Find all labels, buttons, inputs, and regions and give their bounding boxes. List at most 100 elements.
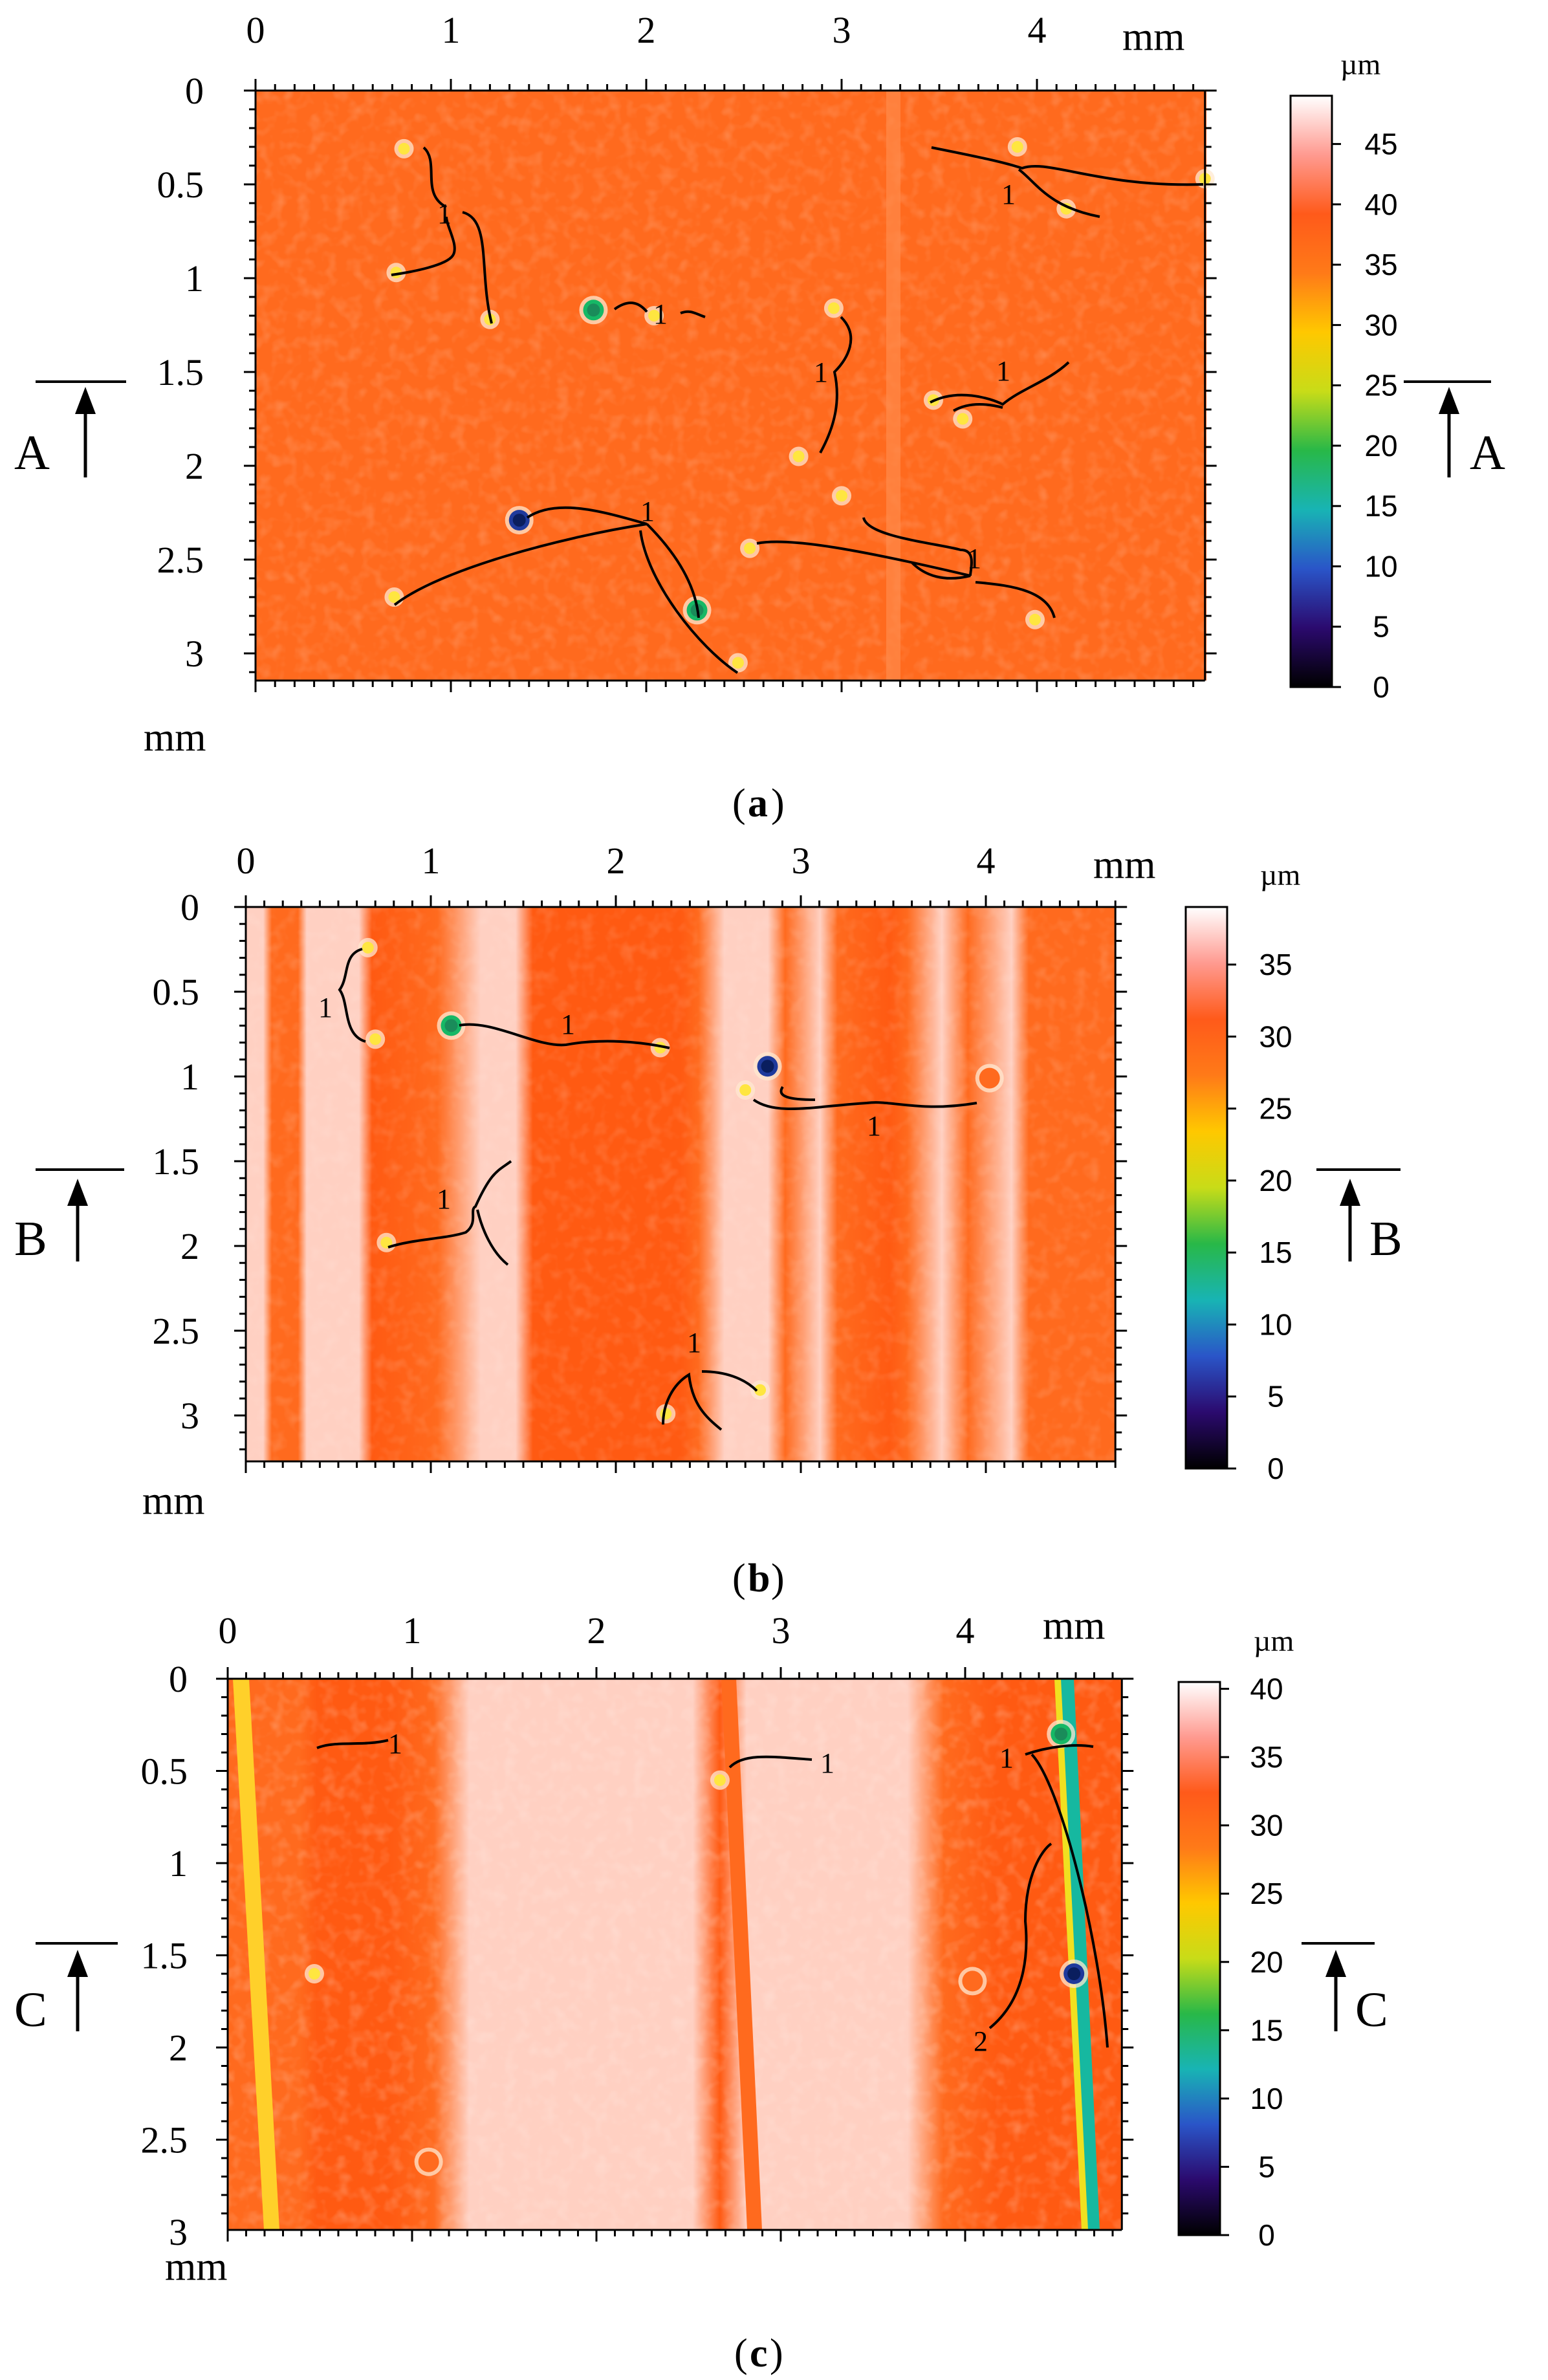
- colorbar-a: [1289, 94, 1333, 688]
- scratch-edge-c: [1054, 1679, 1088, 2230]
- y-tick-label-b: 0.5: [153, 971, 200, 1013]
- section-marker-left-b: B: [14, 1168, 124, 1266]
- section-marker-right-c: C: [1302, 1942, 1388, 2037]
- x-tick-label-a: 0: [246, 9, 265, 51]
- defect-core: [512, 514, 526, 527]
- grain-c: [228, 1679, 1122, 2230]
- colorbar-tick-label-b: 5: [1267, 1380, 1284, 1414]
- section-label-left-c: C: [14, 1983, 47, 2037]
- x-tick-label-b: 4: [977, 840, 996, 882]
- defect-pit: [362, 941, 374, 954]
- y-tick-label-b: 1: [180, 1056, 199, 1098]
- colorbar-tick-label-b: 25: [1259, 1092, 1292, 1126]
- colorbar-tick-label-c: 35: [1250, 1740, 1283, 1774]
- defect-pit: [979, 1067, 1000, 1089]
- defects-c: [304, 1719, 1089, 2176]
- x-tick-label-a: 1: [442, 9, 461, 51]
- x-tick-label-c: 4: [956, 1610, 975, 1652]
- colorbar-tick-label-b: 20: [1259, 1164, 1292, 1197]
- colorbar-tick-label-a: 35: [1364, 248, 1397, 281]
- label-b-4: 1: [437, 1183, 451, 1215]
- x-tick-label-c: 2: [587, 1610, 606, 1652]
- colorbar-tick-label-c: 25: [1250, 1877, 1283, 1910]
- colorbar-tick-label-c: 30: [1250, 1809, 1283, 1842]
- caption-b: ( b ): [732, 1556, 785, 1600]
- grain-b: [246, 907, 1116, 1461]
- y-tick-label-b: 1.5: [153, 1141, 200, 1183]
- colorbar-tick-label-a: 20: [1364, 429, 1397, 463]
- defect-pit: [369, 1033, 382, 1045]
- caption-letter-c: c: [750, 2331, 768, 2375]
- colorbar-tick-label-b: 30: [1259, 1020, 1292, 1053]
- label-a-1: 1: [437, 198, 452, 230]
- y-tick-label-a: 1: [185, 257, 204, 300]
- y-unit-a: mm: [144, 715, 206, 759]
- label-b-2: 1: [561, 1009, 575, 1040]
- colorbar-tick-label-a: 0: [1373, 670, 1390, 704]
- label-a-4: 1: [996, 355, 1010, 387]
- defect-pit: [739, 1084, 752, 1096]
- label-b-3: 1: [867, 1110, 881, 1142]
- colorbar-tick-label-a: 45: [1364, 127, 1397, 161]
- y-axis-c: 0 0.5 1 1.5 2 2.5 3: [141, 1658, 1134, 2253]
- defect-pit: [648, 310, 660, 322]
- section-marker-right-a: A: [1404, 380, 1505, 480]
- defect-pit: [827, 302, 840, 314]
- section-marker-left-c: C: [14, 1942, 118, 2037]
- y-tick-label-c: 1.5: [141, 1935, 188, 1977]
- colorbar-tick-label-a: 5: [1373, 610, 1390, 644]
- x-tick-label-b: 0: [237, 840, 256, 882]
- y-tick-label-b: 0: [180, 886, 199, 928]
- defect-pit: [714, 1774, 726, 1786]
- label-c-3: 1: [999, 1742, 1014, 1774]
- annotations-b: 1 1 1 1 1: [318, 948, 977, 1431]
- colorbar-tick-label-c: 10: [1250, 2082, 1283, 2115]
- y-tick-label-b: 3: [180, 1395, 199, 1437]
- defect-pit: [398, 142, 410, 155]
- y-tick-label-a: 2: [185, 445, 204, 487]
- svg-text:): ): [771, 781, 785, 825]
- panel-a: 0 1 2 3 4 0 0.5 1 1.5 2 2.5 3 mm mm 1 1 1 1 1 1: [14, 9, 1505, 825]
- section-label-left-a: A: [14, 426, 50, 480]
- y-tick-label-c: 1: [169, 1842, 188, 1884]
- section-label-right-b: B: [1369, 1212, 1402, 1266]
- defect-pit: [732, 657, 744, 669]
- y-unit-b: mm: [142, 1479, 204, 1523]
- colorbar-tick-label-a: 25: [1364, 369, 1397, 402]
- colorbar-tick-label-c: 40: [1250, 1672, 1283, 1706]
- defect-pit: [962, 1971, 983, 1992]
- colorbar-tick-label-a: 15: [1364, 489, 1397, 523]
- x-unit-c: mm: [1043, 1604, 1105, 1648]
- label-b-1: 1: [318, 992, 332, 1023]
- x-tick-label-a: 2: [637, 9, 656, 51]
- x-axis-a: 0 1 2 3 4: [246, 9, 1205, 692]
- y-tick-label-a: 1.5: [157, 351, 204, 393]
- colorbar-tick-label-a: 30: [1364, 308, 1397, 342]
- colorbar-tick-label-c: 20: [1250, 1945, 1283, 1979]
- colorbar-tick-label-b: 0: [1267, 1452, 1284, 1485]
- defect-core: [1067, 1967, 1081, 1980]
- label-a-5: 1: [1001, 179, 1016, 210]
- x-tick-label-c: 3: [772, 1610, 790, 1652]
- svg-text:(: (: [734, 2331, 748, 2375]
- x-tick-label-b: 3: [792, 840, 811, 882]
- x-tick-label-c: 0: [219, 1610, 237, 1652]
- colorbar-c: [1177, 1681, 1221, 2236]
- colorbar-ticks-c: 0 5 10 15 20 25 30 35 40: [1220, 1672, 1283, 2252]
- x-tick-label-c: 1: [403, 1610, 422, 1652]
- scratch-c: [1060, 1679, 1100, 2230]
- defect-pit: [418, 2151, 439, 2172]
- colorbar-tick-label-c: 15: [1250, 2013, 1283, 2047]
- x-tick-label-b: 1: [422, 840, 441, 882]
- defect-core: [761, 1060, 774, 1073]
- x-unit-b: mm: [1093, 843, 1155, 887]
- colorbar-b: [1184, 906, 1228, 1470]
- label-b-5: 1: [687, 1327, 701, 1359]
- y-tick-label-b: 2.5: [153, 1310, 200, 1352]
- defect-core: [1054, 1727, 1068, 1741]
- colorbar-tick-label-a: 10: [1364, 549, 1397, 583]
- x-tick-label-a: 3: [833, 9, 851, 51]
- colorbar-ticks-b: 0 5 10 15 20 25 30 35: [1227, 948, 1292, 1485]
